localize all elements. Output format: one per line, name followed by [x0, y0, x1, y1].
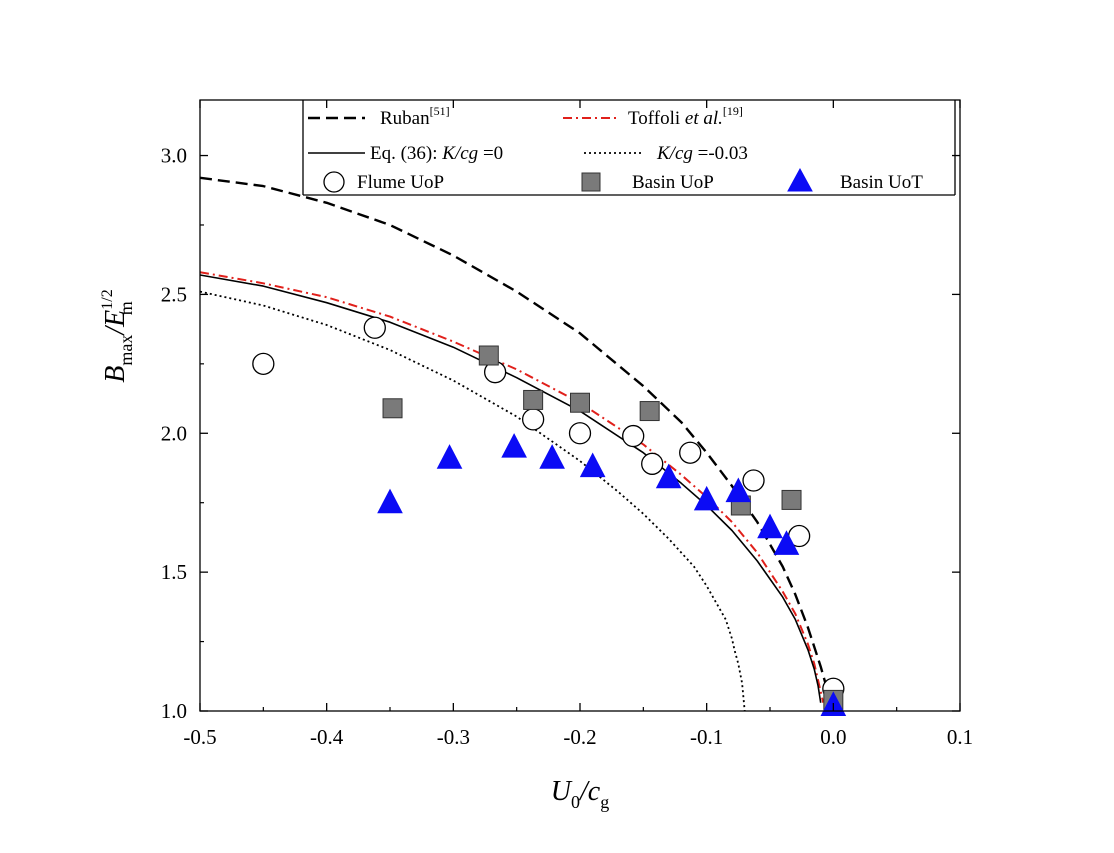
basin-uot-point	[757, 513, 783, 539]
basin-uot-point	[579, 452, 606, 478]
flume-uop-point	[252, 352, 275, 375]
basin-uop-point	[523, 389, 544, 410]
basin-uop-point	[382, 398, 403, 419]
legend-basin-uot-marker	[787, 167, 813, 192]
legend-eq36-label: Eq. (36): K/cg =0	[370, 143, 503, 164]
y-tick-label: 3.0	[161, 144, 187, 168]
basin-uop-point	[570, 392, 590, 413]
basin-uot-point	[539, 444, 565, 469]
basin-uot-point	[655, 463, 682, 489]
basin-uot-point	[436, 444, 463, 469]
curve-ruban	[200, 176, 835, 711]
curve-toffoli	[200, 271, 825, 703]
y-tick-label: 2.5	[161, 282, 187, 306]
basin-uop-point	[781, 489, 802, 510]
legend-basin-uop-label: Basin UoP	[632, 172, 714, 193]
x-tick-label: -0.3	[437, 725, 470, 749]
basin-uop-point	[478, 345, 499, 366]
x-axis-title: U0/cg	[551, 776, 609, 812]
legend-basin-uop-marker	[581, 172, 601, 192]
legend-toffoli-label: Toffoli et al.[19]	[628, 104, 743, 129]
x-tick-label: -0.5	[183, 725, 216, 749]
x-tick-label: -0.4	[310, 725, 344, 749]
legend-basin-uot-label: Basin UoT	[840, 172, 923, 193]
x-tick-label: 0.0	[820, 725, 846, 749]
basin-uot-point	[773, 530, 800, 555]
y-tick-label: 1.0	[161, 699, 187, 723]
flume-uop-point	[742, 469, 765, 492]
legend-eq36-k003-label: K/cg =-0.03	[656, 143, 748, 164]
axis-ticks: -0.5 -0.4 -0.3 -0.2 -0.1 0.0 0.1 1.0 1.5 2.0 2.5 3.…	[161, 100, 973, 749]
flume-uop-point	[363, 316, 386, 339]
y-axis-title: Bmax/E1/2m	[99, 289, 136, 382]
y-tick-label: 1.5	[161, 560, 187, 584]
flume-uop-point	[641, 452, 664, 475]
basin-uot-point	[377, 488, 403, 514]
x-tick-label: 0.1	[947, 725, 973, 749]
basin-uop-point	[639, 401, 660, 422]
x-tick-label: -0.2	[563, 725, 596, 749]
flume-uop-point	[679, 441, 702, 464]
legend-ruban-label: Ruban[51]	[380, 104, 450, 129]
x-tick-label: -0.1	[690, 725, 723, 749]
basin-uot-point	[693, 485, 720, 511]
legend-flume-marker	[323, 171, 345, 193]
data-points	[252, 316, 847, 716]
basin-uot-point	[725, 477, 752, 503]
flume-uop-point	[521, 408, 545, 431]
flume-uop-point	[568, 422, 592, 445]
basin-uot-point	[501, 433, 527, 458]
legend-flume-label: Flume UoP	[357, 172, 444, 193]
legend: Ruban[51] Toffoli et al.[19] Eq. (36): K…	[302, 100, 956, 196]
y-tick-label: 2.0	[161, 421, 187, 445]
flume-uop-point	[622, 424, 645, 448]
